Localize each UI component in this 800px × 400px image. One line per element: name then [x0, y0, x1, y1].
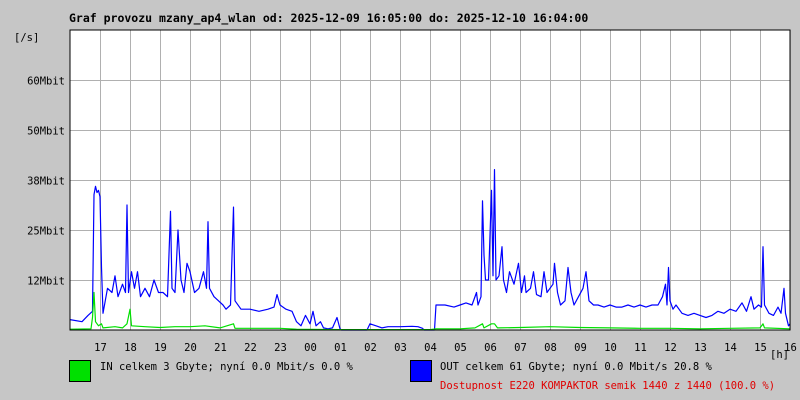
legend-out-text: OUT celkem 61 Gbyte; nyní 0.0 Mbit/s 20.… — [440, 361, 712, 373]
y-tick-label: 38Mbit — [27, 176, 65, 188]
series-line-in — [69, 291, 791, 331]
y-unit-label: [/s] — [14, 32, 39, 44]
x-tick-label: 08 — [544, 342, 557, 354]
availability-text: Dostupnost E220 KOMPAKTOR semik 1440 z 1… — [440, 380, 776, 392]
x-tick-label: 12 — [664, 342, 677, 354]
x-tick-label: 22 — [244, 342, 257, 354]
y-tick-label: 60Mbit — [27, 76, 65, 88]
series-line-out — [69, 169, 791, 331]
legend-in-text: IN celkem 3 Gbyte; nyní 0.0 Mbit/s 0.0 % — [100, 361, 353, 373]
x-tick-label: 20 — [184, 342, 197, 354]
legend-in-swatch — [69, 360, 91, 382]
x-tick-label: 19 — [154, 342, 167, 354]
x-tick-label: 14 — [724, 342, 737, 354]
x-tick-label: 13 — [694, 342, 707, 354]
x-tick-label: 03 — [394, 342, 407, 354]
x-tick-label: 05 — [454, 342, 467, 354]
y-tick-label: 50Mbit — [27, 126, 65, 138]
axis-labels: 12Mbit 25Mbit 38Mbit 50Mbit 60Mbit 17 18 19 20 21… — [27, 29, 797, 354]
x-unit-label: [h] — [770, 349, 789, 361]
y-tick-label: 25Mbit — [27, 226, 65, 238]
x-tick-label: 15 — [754, 342, 767, 354]
x-tick-label: 23 — [274, 342, 287, 354]
x-tick-label: 21 — [214, 342, 227, 354]
x-tick-label: 02 — [364, 342, 377, 354]
x-tick-label: 18 — [124, 342, 137, 354]
series-layer — [69, 169, 791, 331]
x-tick-label: 01 — [334, 342, 347, 354]
plot-border — [69, 29, 791, 331]
x-tick-label: 06 — [484, 342, 497, 354]
x-tick-label: 09 — [574, 342, 587, 354]
x-tick-label: 00 — [304, 342, 317, 354]
chart-title: Graf provozu mzany_ap4_wlan od: 2025-12-… — [69, 11, 589, 25]
x-tick-label: 17 — [94, 342, 107, 354]
legend-out-swatch — [410, 360, 432, 382]
x-tick-label: 11 — [634, 342, 647, 354]
x-tick-label: 07 — [514, 342, 527, 354]
x-tick-label: 16 — [784, 342, 797, 354]
x-tick-label: 10 — [604, 342, 617, 354]
y-tick-label: 12Mbit — [27, 276, 65, 288]
x-tick-label: 04 — [424, 342, 437, 354]
